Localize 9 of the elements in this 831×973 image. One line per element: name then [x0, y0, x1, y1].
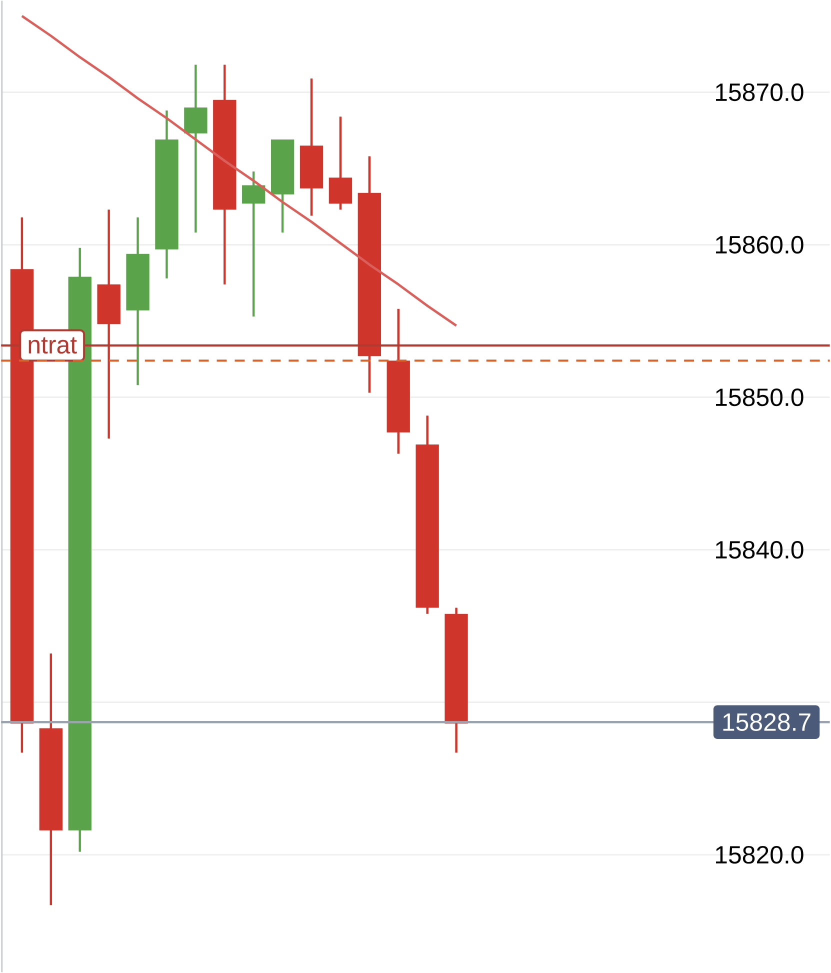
y-tick-label: 15860.0 — [716, 236, 804, 254]
y-tick-label: 15870.0 — [716, 83, 804, 102]
y-tick-label: 15850.0 — [716, 388, 804, 406]
y-tick-label: 15840.0 — [716, 540, 804, 559]
ref-line-label: ntrat — [28, 337, 77, 354]
y-tick-label: 15820.0 — [716, 846, 804, 864]
ref-line-label: 15828.7 — [723, 713, 810, 731]
line-series — [20, 14, 458, 327]
candlestick — [242, 170, 266, 318]
